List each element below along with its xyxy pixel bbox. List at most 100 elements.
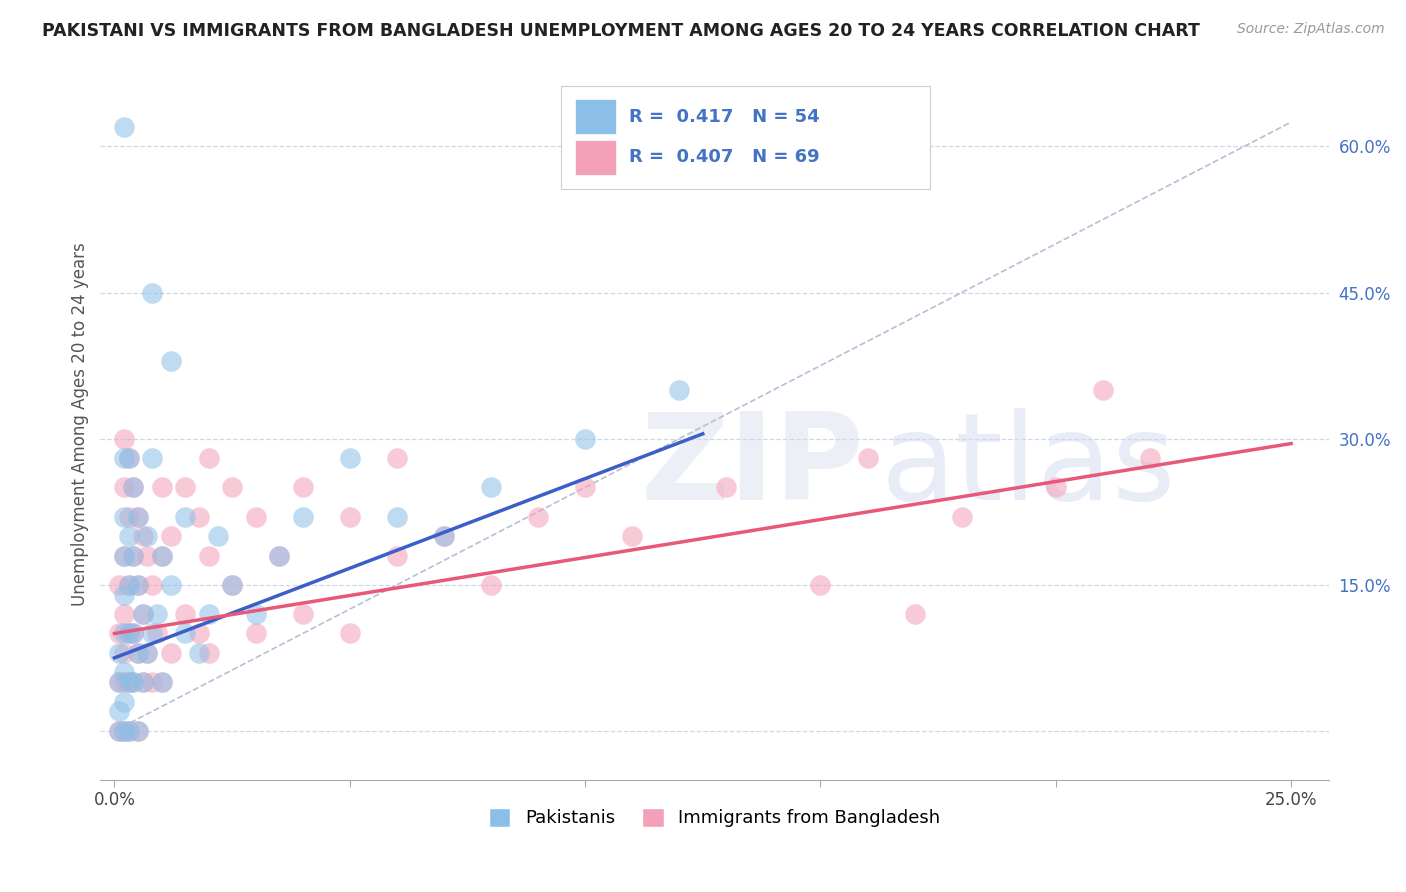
Point [117, 451, 139, 466]
Point [150, 549, 173, 563]
Point [950, 509, 973, 524]
Point [132, 529, 155, 543]
Point [108, 705, 131, 719]
Point [117, 675, 139, 690]
Point [108, 723, 131, 738]
Point [269, 549, 291, 563]
Point [108, 675, 131, 690]
Text: atlas: atlas [880, 409, 1175, 525]
Point [207, 529, 229, 543]
Point [141, 578, 163, 592]
Point [132, 607, 155, 621]
Point [127, 723, 149, 738]
Point [197, 549, 219, 563]
Point [108, 626, 131, 640]
Point [132, 675, 155, 690]
Point [479, 480, 502, 494]
Point [112, 723, 135, 738]
Point [112, 432, 135, 446]
Point [479, 578, 502, 592]
Point [127, 509, 149, 524]
Point [117, 578, 139, 592]
Point [433, 529, 456, 543]
Point [716, 480, 738, 494]
Point [150, 675, 173, 690]
Point [174, 480, 197, 494]
Point [112, 723, 135, 738]
Point [146, 626, 169, 640]
Point [117, 578, 139, 592]
Point [433, 529, 456, 543]
Point [117, 529, 139, 543]
Point [122, 626, 145, 640]
Point [188, 509, 211, 524]
FancyBboxPatch shape [561, 87, 929, 189]
Point [112, 549, 135, 563]
Point [136, 646, 159, 660]
Point [160, 578, 183, 592]
Text: R =  0.407   N = 69: R = 0.407 N = 69 [628, 148, 820, 167]
Point [1045, 480, 1067, 494]
Point [291, 480, 314, 494]
FancyBboxPatch shape [575, 99, 616, 135]
Point [174, 509, 197, 524]
Point [141, 626, 163, 640]
Point [127, 723, 149, 738]
Point [108, 578, 131, 592]
Point [197, 646, 219, 660]
Point [174, 626, 197, 640]
Point [1139, 451, 1161, 466]
Point [527, 509, 550, 524]
Point [903, 607, 925, 621]
Point [117, 723, 139, 738]
Point [385, 451, 408, 466]
Point [112, 509, 135, 524]
Point [245, 607, 267, 621]
Point [339, 451, 361, 466]
Point [112, 607, 135, 621]
Point [141, 285, 163, 300]
Point [127, 646, 149, 660]
Point [108, 646, 131, 660]
Point [141, 451, 163, 466]
Point [574, 432, 596, 446]
Point [127, 509, 149, 524]
Text: PAKISTANI VS IMMIGRANTS FROM BANGLADESH UNEMPLOYMENT AMONG AGES 20 TO 24 YEARS C: PAKISTANI VS IMMIGRANTS FROM BANGLADESH … [42, 22, 1201, 40]
Point [385, 549, 408, 563]
Point [221, 578, 243, 592]
Point [810, 578, 832, 592]
Point [385, 509, 408, 524]
Point [122, 626, 145, 640]
Point [146, 607, 169, 621]
Point [150, 675, 173, 690]
Point [136, 646, 159, 660]
Point [291, 509, 314, 524]
Point [117, 509, 139, 524]
Point [108, 675, 131, 690]
Point [127, 578, 149, 592]
Point [197, 607, 219, 621]
Y-axis label: Unemployment Among Ages 20 to 24 years: Unemployment Among Ages 20 to 24 years [72, 243, 89, 606]
Point [122, 549, 145, 563]
Point [245, 509, 267, 524]
Point [339, 626, 361, 640]
FancyBboxPatch shape [575, 140, 616, 175]
Point [112, 695, 135, 709]
Text: Source: ZipAtlas.com: Source: ZipAtlas.com [1237, 22, 1385, 37]
Point [112, 120, 135, 134]
Point [112, 451, 135, 466]
Point [160, 646, 183, 660]
Point [339, 509, 361, 524]
Point [112, 675, 135, 690]
Point [122, 480, 145, 494]
Point [117, 675, 139, 690]
Point [127, 646, 149, 660]
Point [221, 480, 243, 494]
Point [245, 626, 267, 640]
Point [291, 607, 314, 621]
Point [117, 626, 139, 640]
Point [117, 451, 139, 466]
Point [117, 626, 139, 640]
Point [574, 480, 596, 494]
Point [269, 549, 291, 563]
